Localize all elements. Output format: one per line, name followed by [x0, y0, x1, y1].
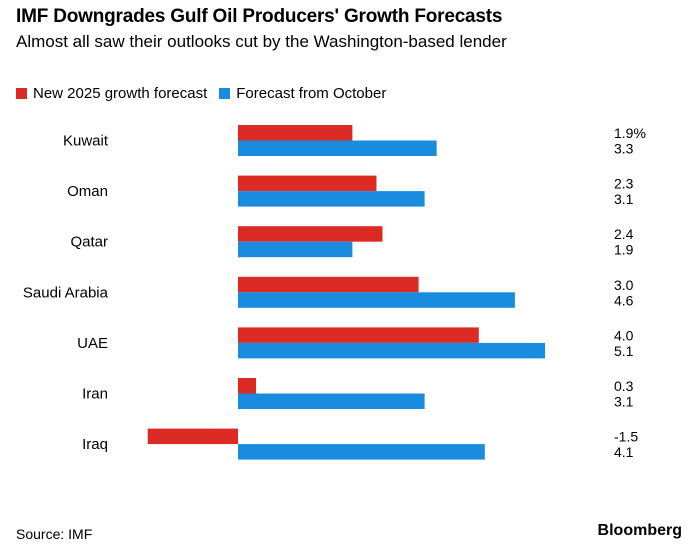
bloomberg-logo: Bloomberg [597, 522, 682, 539]
bar-new [238, 226, 383, 242]
source-note: Source: IMF [16, 526, 93, 542]
category-label: Kuwait [63, 133, 109, 150]
legend-item-october: Forecast from October [219, 85, 386, 102]
bar-new [238, 378, 257, 394]
value-label: 3.1 [614, 394, 634, 410]
bar-october [238, 191, 425, 207]
bar-october [238, 393, 425, 409]
value-label: 5.1 [614, 343, 634, 359]
category-label: Saudi Arabia [23, 284, 109, 301]
value-label: 4.6 [614, 292, 634, 308]
bar-october [238, 444, 485, 460]
bar-new [238, 125, 353, 141]
category-label: Iran [82, 386, 108, 403]
category-label: Oman [67, 183, 108, 200]
value-label: 4.1 [614, 444, 634, 460]
legend-item-new: New 2025 growth forecast [16, 85, 207, 102]
legend-label: Forecast from October [236, 85, 387, 102]
chart-subtitle: Almost all saw their outlooks cut by the… [16, 32, 507, 51]
category-label: Qatar [70, 234, 108, 251]
bar-new [238, 327, 479, 343]
bar-october [238, 140, 437, 156]
value-label: 3.1 [614, 191, 634, 207]
legend: New 2025 growth forecast Forecast from O… [16, 85, 386, 102]
bar-new [147, 428, 238, 445]
legend-swatch-red [16, 88, 27, 99]
chart-title: IMF Downgrades Gulf Oil Producers' Growt… [16, 6, 503, 27]
legend-swatch-blue [219, 88, 231, 99]
bar-new [238, 175, 377, 192]
value-label: 0.3 [614, 378, 634, 394]
value-label: 1.9 [614, 242, 634, 258]
bar-october [238, 241, 353, 258]
category-label: Iraq [82, 436, 108, 453]
bar-october [238, 342, 546, 359]
legend-label: New 2025 growth forecast [33, 85, 208, 102]
value-label: -1.5 [614, 429, 638, 445]
bar-october [238, 292, 515, 308]
category-label: UAE [77, 335, 108, 352]
value-label: 2.4 [614, 226, 634, 242]
value-label: 4.0 [614, 327, 634, 343]
value-label: 1.9% [614, 125, 646, 141]
value-label: 3.3 [614, 141, 634, 157]
bar-new [238, 276, 419, 293]
value-label: 2.3 [614, 176, 634, 192]
value-label: 3.0 [614, 277, 634, 293]
